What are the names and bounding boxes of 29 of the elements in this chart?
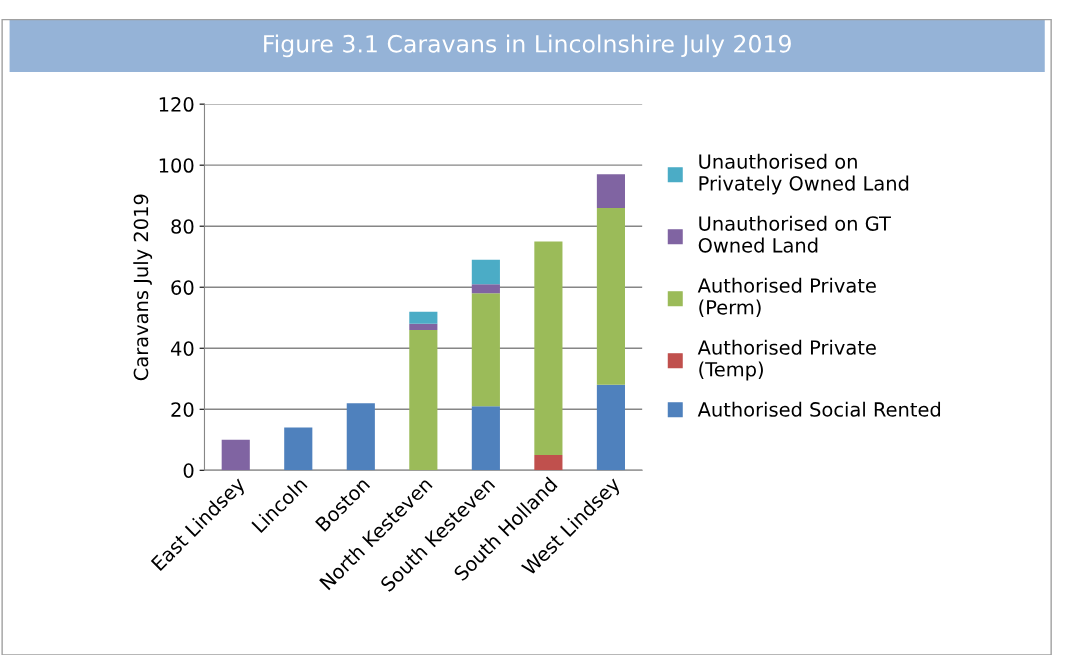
legend-label: Unauthorised on GT Owned Land xyxy=(698,215,891,253)
bar xyxy=(471,293,500,407)
bar xyxy=(471,284,500,294)
y-tick-label: 20 xyxy=(171,402,194,417)
y-tick-label: 80 xyxy=(171,219,194,234)
bar xyxy=(471,259,500,285)
y-tick-label: 100 xyxy=(159,158,194,173)
bar xyxy=(284,427,313,471)
bar xyxy=(471,406,500,471)
y-tick-label: 0 xyxy=(183,463,194,478)
legend-label: Authorised Private (Temp) xyxy=(697,339,876,381)
bar xyxy=(534,241,563,456)
bar xyxy=(534,455,563,471)
bar xyxy=(596,207,625,385)
bar xyxy=(409,329,438,471)
y-tick-label: 120 xyxy=(159,97,194,112)
bar xyxy=(409,311,438,324)
y-axis-title: Caravans July 2019 xyxy=(133,194,153,381)
bar xyxy=(221,439,250,471)
y-tick-label: 60 xyxy=(171,280,194,295)
bar xyxy=(596,174,625,208)
y-tick-label: 40 xyxy=(170,341,194,356)
bar xyxy=(346,403,375,471)
legend-label: Authorised Social Rented xyxy=(697,401,941,417)
bar xyxy=(596,384,625,471)
chart-title: Figure 3.1 Caravans in Lincolnshire July 2019 xyxy=(264,34,791,58)
bar xyxy=(409,323,438,330)
legend-label: Unauthorised on Privately Owned Land xyxy=(699,153,909,195)
legend-label: Authorised Private (Perm) xyxy=(697,277,876,317)
